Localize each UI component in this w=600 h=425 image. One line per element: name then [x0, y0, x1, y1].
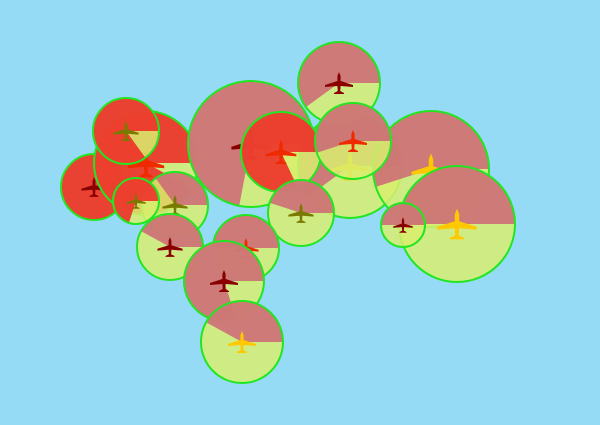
airplane-icon	[288, 203, 314, 223]
airplane-icon	[127, 148, 165, 178]
marker-outline	[200, 300, 284, 384]
marker-pie-slice	[155, 172, 208, 205]
airplane-icon	[162, 195, 188, 215]
airplane-icon	[411, 153, 451, 185]
airplane-icon	[210, 270, 238, 292]
marker-pie-slice	[269, 180, 334, 213]
marker-outline	[92, 97, 160, 165]
airplane-icon	[126, 193, 146, 209]
map-marker[interactable]	[314, 102, 392, 180]
airplane-icon	[113, 121, 139, 141]
marker-pie-slice	[206, 300, 283, 342]
airplane-icon	[81, 177, 107, 197]
airplane-icon	[339, 130, 367, 152]
airplane-icon	[437, 208, 477, 240]
marker-pie-slice	[141, 213, 203, 247]
map-marker[interactable]	[136, 213, 204, 281]
airplane-icon	[157, 237, 183, 257]
marker-pie-slice	[315, 103, 391, 153]
marker-pie-slice	[213, 215, 279, 248]
marker-outline	[380, 202, 426, 248]
marker-outline	[112, 177, 160, 225]
marker-outline	[267, 179, 335, 247]
airplane-icon	[393, 217, 413, 233]
marker-pie-slice	[399, 166, 515, 224]
map-marker[interactable]	[200, 300, 284, 384]
map-marker[interactable]	[398, 165, 516, 283]
map-marker[interactable]	[380, 202, 426, 248]
marker-layer	[60, 41, 516, 384]
map-marker[interactable]	[112, 177, 160, 225]
airplane-icon	[265, 139, 297, 165]
marker-pie-slice	[381, 203, 425, 225]
map-marker[interactable]	[92, 97, 160, 165]
airplane-icon	[228, 331, 256, 353]
marker-outline	[314, 102, 392, 180]
airplane-icon	[325, 72, 353, 94]
map-marker[interactable]	[267, 179, 335, 247]
